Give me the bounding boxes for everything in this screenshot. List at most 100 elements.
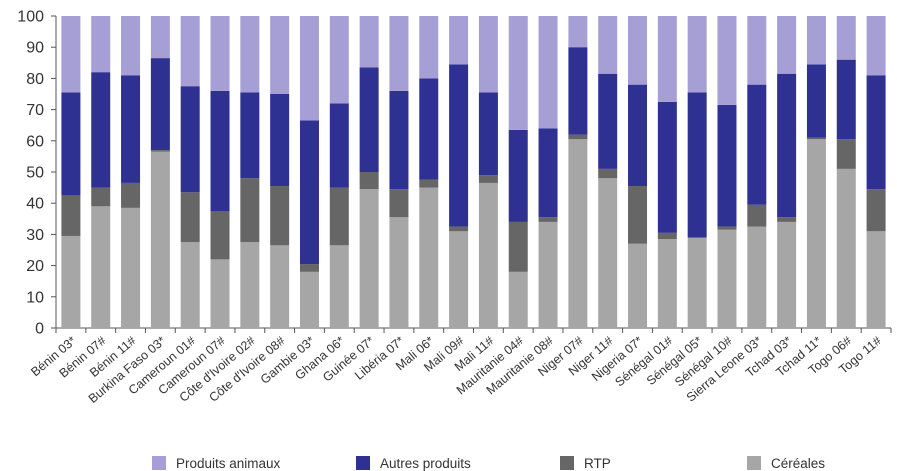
y-tick-label: 0 xyxy=(35,321,44,338)
bar-segment-c-r-ales xyxy=(359,189,379,328)
bar-segment-produits-animaux xyxy=(628,16,648,85)
bar-segment-autres-produits xyxy=(61,92,81,196)
bar-segment-rtp xyxy=(91,187,111,207)
axes: 0 10 20 30 40 50 60 70 80 90 100 xyxy=(17,9,892,338)
bar-segment-produits-animaux xyxy=(806,16,826,65)
bar-segment-rtp xyxy=(150,150,170,152)
bar-segment-autres-produits xyxy=(866,75,886,190)
y-tick-label: 60 xyxy=(26,133,44,150)
bar-segment-rtp xyxy=(478,175,498,183)
bar-segment-produits-animaux xyxy=(747,16,767,85)
bar-segment-autres-produits xyxy=(240,92,260,179)
bar-segment-autres-produits xyxy=(449,64,469,227)
bar-segment-c-r-ales xyxy=(538,221,558,328)
bar-segment-rtp xyxy=(657,232,677,240)
bar-segment-rtp xyxy=(836,139,856,169)
bar-segment-rtp xyxy=(806,137,826,140)
bar-segment-c-r-ales xyxy=(806,139,826,328)
bar-segment-autres-produits xyxy=(419,78,439,180)
bar-segment-rtp xyxy=(180,192,200,243)
bar-segment-autres-produits xyxy=(180,86,200,193)
bar-segment-produits-animaux xyxy=(419,16,439,79)
y-tick-label: 50 xyxy=(26,165,44,182)
bar-segment-c-r-ales xyxy=(121,207,141,328)
bar-segment-c-r-ales xyxy=(180,242,200,328)
bar-segment-rtp xyxy=(747,204,767,227)
bar-segment-c-r-ales xyxy=(866,231,886,328)
bar-segment-c-r-ales xyxy=(568,139,588,328)
bar-segment-produits-animaux xyxy=(657,16,677,102)
bar-segment-produits-animaux xyxy=(299,16,319,121)
y-tick-label: 80 xyxy=(26,71,44,88)
bar-segment-c-r-ales xyxy=(836,168,856,328)
bar-segment-autres-produits xyxy=(777,73,797,218)
bar-segment-produits-animaux xyxy=(389,16,409,91)
legend-swatch xyxy=(747,456,761,470)
bar-segment-produits-animaux xyxy=(150,16,170,59)
bar-segment-rtp xyxy=(538,217,558,222)
bar-segment-produits-animaux xyxy=(866,16,886,76)
bar-segment-autres-produits xyxy=(836,59,856,140)
bar-segment-produits-animaux xyxy=(777,16,797,74)
y-tick-label: 100 xyxy=(17,9,44,26)
bar-segment-c-r-ales xyxy=(717,229,737,328)
bar-segment-rtp xyxy=(61,195,81,236)
bar-segment-rtp xyxy=(329,187,349,246)
bar-segment-c-r-ales xyxy=(478,182,498,328)
bar-segment-produits-animaux xyxy=(449,16,469,65)
bar-segment-produits-animaux xyxy=(538,16,558,129)
bar-segment-c-r-ales xyxy=(61,235,81,328)
bar-segment-autres-produits xyxy=(687,92,707,238)
x-tick-labels: Bénin 03*Bénin 07#Bénin 11#Burkina Faso … xyxy=(28,333,884,405)
bar-segment-c-r-ales xyxy=(419,187,439,328)
bar-segment-autres-produits xyxy=(628,84,648,187)
bar-segment-c-r-ales xyxy=(687,237,707,328)
legend: Produits animaux Autres produits RTP Céréal… xyxy=(152,456,825,471)
bar-segment-c-r-ales xyxy=(270,245,290,328)
y-tick-label: 40 xyxy=(26,196,44,213)
bar-segment-autres-produits xyxy=(508,129,528,222)
legend-label: RTP xyxy=(584,456,611,471)
bar-segment-rtp xyxy=(270,186,290,246)
bar-segment-c-r-ales xyxy=(449,231,469,328)
bar-segment-rtp xyxy=(508,221,528,272)
bar-segment-c-r-ales xyxy=(657,239,677,328)
bar-segment-produits-animaux xyxy=(91,16,111,73)
bar-segment-rtp xyxy=(389,189,409,218)
bar-segment-produits-animaux xyxy=(598,16,618,74)
bar-segment-c-r-ales xyxy=(598,178,618,328)
bar-segment-produits-animaux xyxy=(210,16,230,91)
bar-segment-rtp xyxy=(598,168,618,179)
y-tick-label: 10 xyxy=(26,289,44,306)
y-tick-label: 30 xyxy=(26,227,44,244)
bar-segment-autres-produits xyxy=(299,120,319,265)
bar-segment-c-r-ales xyxy=(210,259,230,328)
bar-segment-c-r-ales xyxy=(240,242,260,328)
bar-segment-rtp xyxy=(210,211,230,260)
bar-segment-c-r-ales xyxy=(747,226,767,328)
bar-segment-produits-animaux xyxy=(240,16,260,93)
bar-segment-rtp xyxy=(240,178,260,243)
bar-segment-autres-produits xyxy=(478,92,498,176)
bar-segment-produits-animaux xyxy=(180,16,200,87)
bar-segment-rtp xyxy=(628,186,648,244)
bar-segment-c-r-ales xyxy=(508,271,528,328)
bar-segment-rtp xyxy=(419,179,439,188)
bar-segment-c-r-ales xyxy=(299,271,319,328)
bar-segment-autres-produits xyxy=(329,103,349,188)
legend-label: Céréales xyxy=(771,456,825,471)
y-tick-label: 70 xyxy=(26,102,44,119)
bar-segment-produits-animaux xyxy=(478,16,498,93)
y-tick-label: 90 xyxy=(26,40,44,57)
bar-segment-c-r-ales xyxy=(150,151,170,328)
bar-segment-c-r-ales xyxy=(628,243,648,328)
bar-segment-autres-produits xyxy=(717,104,737,227)
bar-segment-produits-animaux xyxy=(687,16,707,93)
bar-segment-rtp xyxy=(449,226,469,232)
legend-swatch xyxy=(152,456,166,470)
bar-segment-autres-produits xyxy=(270,94,290,187)
bar-segment-produits-animaux xyxy=(359,16,379,68)
legend-swatch xyxy=(560,456,574,470)
bar-segment-produits-animaux xyxy=(836,16,856,60)
bars xyxy=(61,16,886,328)
